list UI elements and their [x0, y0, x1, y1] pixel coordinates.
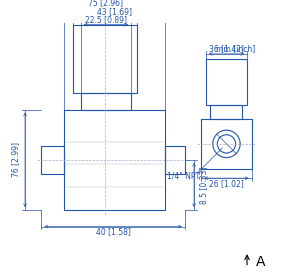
Bar [201, 119, 252, 169]
Bar [64, 109, 165, 210]
Bar [206, 59, 247, 105]
Text: 1/4" NPT: 1/4" NPT [167, 172, 200, 181]
Bar [211, 105, 242, 119]
Text: 40 [1.58]: 40 [1.58] [96, 228, 130, 237]
Text: 22.5 [0.89]: 22.5 [0.89] [85, 15, 127, 24]
Text: 8.5 [0.33]: 8.5 [0.33] [199, 166, 208, 204]
Text: 43 [1.69]: 43 [1.69] [97, 7, 132, 16]
Text: mm [inch]: mm [inch] [216, 44, 255, 53]
Bar [74, 25, 137, 93]
Bar [41, 146, 64, 174]
Text: 26 [1.02]: 26 [1.02] [209, 179, 244, 188]
Text: A: A [256, 255, 266, 269]
Text: 75 [2.96]: 75 [2.96] [88, 0, 123, 7]
Bar [81, 93, 131, 109]
Text: 76 [2.99]: 76 [2.99] [11, 142, 20, 177]
Text: 36 [1.42]: 36 [1.42] [209, 44, 244, 53]
Bar [165, 146, 185, 174]
